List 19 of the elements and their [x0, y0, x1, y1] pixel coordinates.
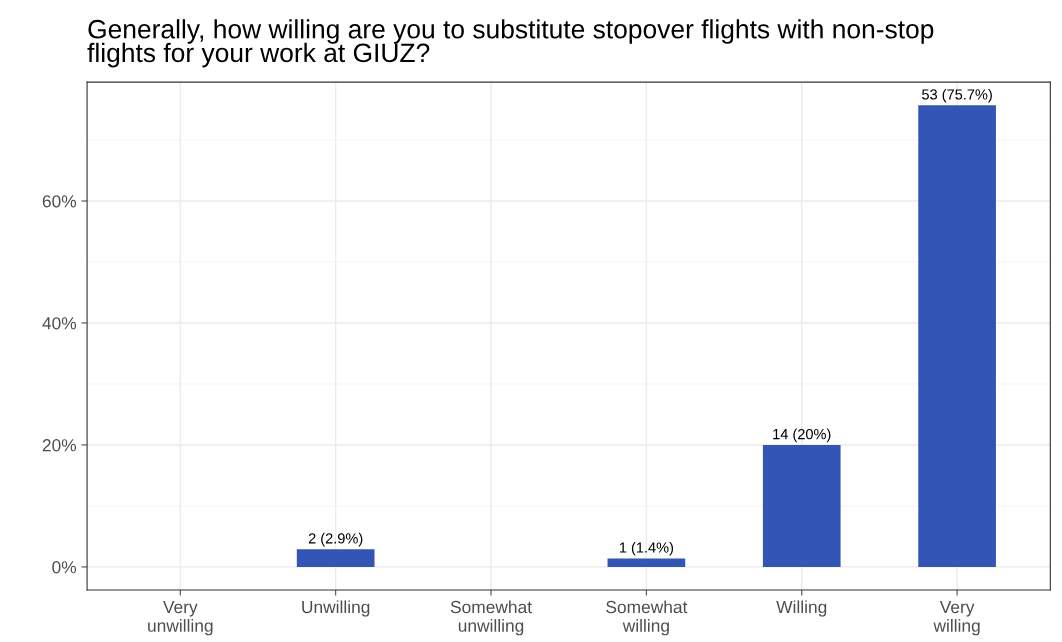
x-tick-label: Willing — [776, 600, 827, 617]
bar — [762, 444, 841, 567]
data-label: 14 (20%) — [773, 428, 831, 443]
y-tick-label: 0% — [52, 561, 77, 574]
bar — [918, 105, 996, 567]
y-tick-label: 40% — [42, 317, 77, 330]
x-tick-label: Very willing — [933, 601, 980, 636]
y-tick-label: 20% — [42, 439, 77, 452]
x-tick-label: Unwilling — [302, 600, 370, 617]
data-label: 1 (1.4%) — [619, 542, 674, 556]
chart-title: Generally, how willing are you to substitute stopover flights with non-stop flights for your work at GIUZ? — [87, 19, 934, 68]
x-tick-label: Very unwilling — [148, 601, 213, 636]
data-label: 2 (2.9%) — [308, 532, 363, 547]
y-tick-label: 60% — [42, 195, 77, 208]
bar — [607, 558, 686, 567]
x-tick-label: Somewhat unwilling — [450, 600, 532, 636]
data-label: 53 (75.7%) — [922, 88, 992, 103]
bar — [296, 549, 375, 567]
x-tick-label: Somewhat willing — [606, 600, 688, 636]
